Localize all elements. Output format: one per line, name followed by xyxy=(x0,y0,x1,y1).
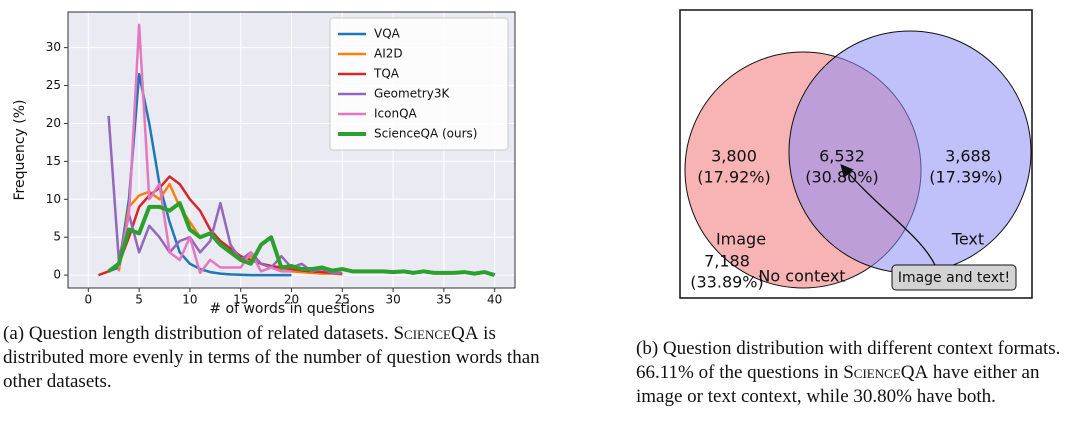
x-tick-label: 25 xyxy=(335,293,350,307)
y-tick-label: 5 xyxy=(53,230,61,244)
outside-count: 7,188 xyxy=(704,252,750,271)
y-tick-label: 30 xyxy=(46,40,61,54)
lines xyxy=(98,23,496,278)
image-circle xyxy=(684,51,922,289)
legend-label: AI2D xyxy=(374,47,403,61)
text-label: Text xyxy=(951,230,984,249)
legend-label: Geometry3K xyxy=(374,87,450,101)
image-count: 3,800 xyxy=(711,147,757,166)
both-percent: (30.80%) xyxy=(805,168,879,187)
line-chart: # of words in questions Frequency (%) VQ… xyxy=(12,11,516,317)
line-series xyxy=(117,23,292,275)
legend-label: VQA xyxy=(374,27,401,41)
y-tick-label: 20 xyxy=(46,116,61,130)
legend-label: IconQA xyxy=(374,107,418,121)
caption-b-2: ScienceQA xyxy=(843,362,929,383)
legend-label: TQA xyxy=(373,67,400,81)
line-series xyxy=(107,201,496,278)
venn-frame xyxy=(679,9,1033,299)
callout-box xyxy=(891,264,1017,291)
legend: VQA AI2D TQA Geometry3K IconQA ScienceQA (our… xyxy=(329,17,509,151)
x-tick-label: 0 xyxy=(84,293,92,307)
caption-a: (a) Question length distribution of rela… xyxy=(3,322,548,394)
caption-b-3: have either an image or text context, wh… xyxy=(636,362,1040,407)
line-series xyxy=(107,115,343,275)
x-tick-label: 10 xyxy=(182,293,197,307)
caption-a-3: is distributed more evenly in terms of t… xyxy=(3,323,540,392)
text-percent: (17.39%) xyxy=(929,168,1003,187)
x-axis-label: # of words in questions xyxy=(209,301,374,317)
legend-box xyxy=(329,17,509,151)
image-percent: (17.92%) xyxy=(697,168,771,187)
outside-label: No context xyxy=(758,267,845,286)
caption-b-1: (b) Question distribution with different… xyxy=(636,338,1061,383)
caption-a-2: ScienceQA xyxy=(393,323,479,344)
x-tick-label: 30 xyxy=(385,293,400,307)
y-tick-label: 15 xyxy=(46,154,61,168)
image-label: Image xyxy=(716,230,766,249)
callout-text: Image and text! xyxy=(898,270,1010,286)
legend-label: ScienceQA (ours) xyxy=(374,127,477,141)
y-axis-label: Frequency (%) xyxy=(12,99,28,200)
outside-percent: (33.89%) xyxy=(690,273,764,292)
both-count: 6,532 xyxy=(819,147,865,166)
text-circle xyxy=(788,30,1032,274)
callout-arrow xyxy=(840,164,936,266)
y-tick-label: 0 xyxy=(53,268,61,282)
x-tick-label: 20 xyxy=(284,293,299,307)
y-tick-label: 10 xyxy=(46,192,61,206)
y-tick-label: 25 xyxy=(46,78,61,92)
caption-b: (b) Question distribution with different… xyxy=(636,337,1076,409)
x-tick-label: 40 xyxy=(487,293,502,307)
x-tick-label: 5 xyxy=(135,293,143,307)
text-count: 3,688 xyxy=(945,147,991,166)
x-tick-label: 15 xyxy=(233,293,248,307)
caption-a-1: (a) Question length distribution of rela… xyxy=(3,323,394,344)
x-tick-label: 35 xyxy=(436,293,451,307)
